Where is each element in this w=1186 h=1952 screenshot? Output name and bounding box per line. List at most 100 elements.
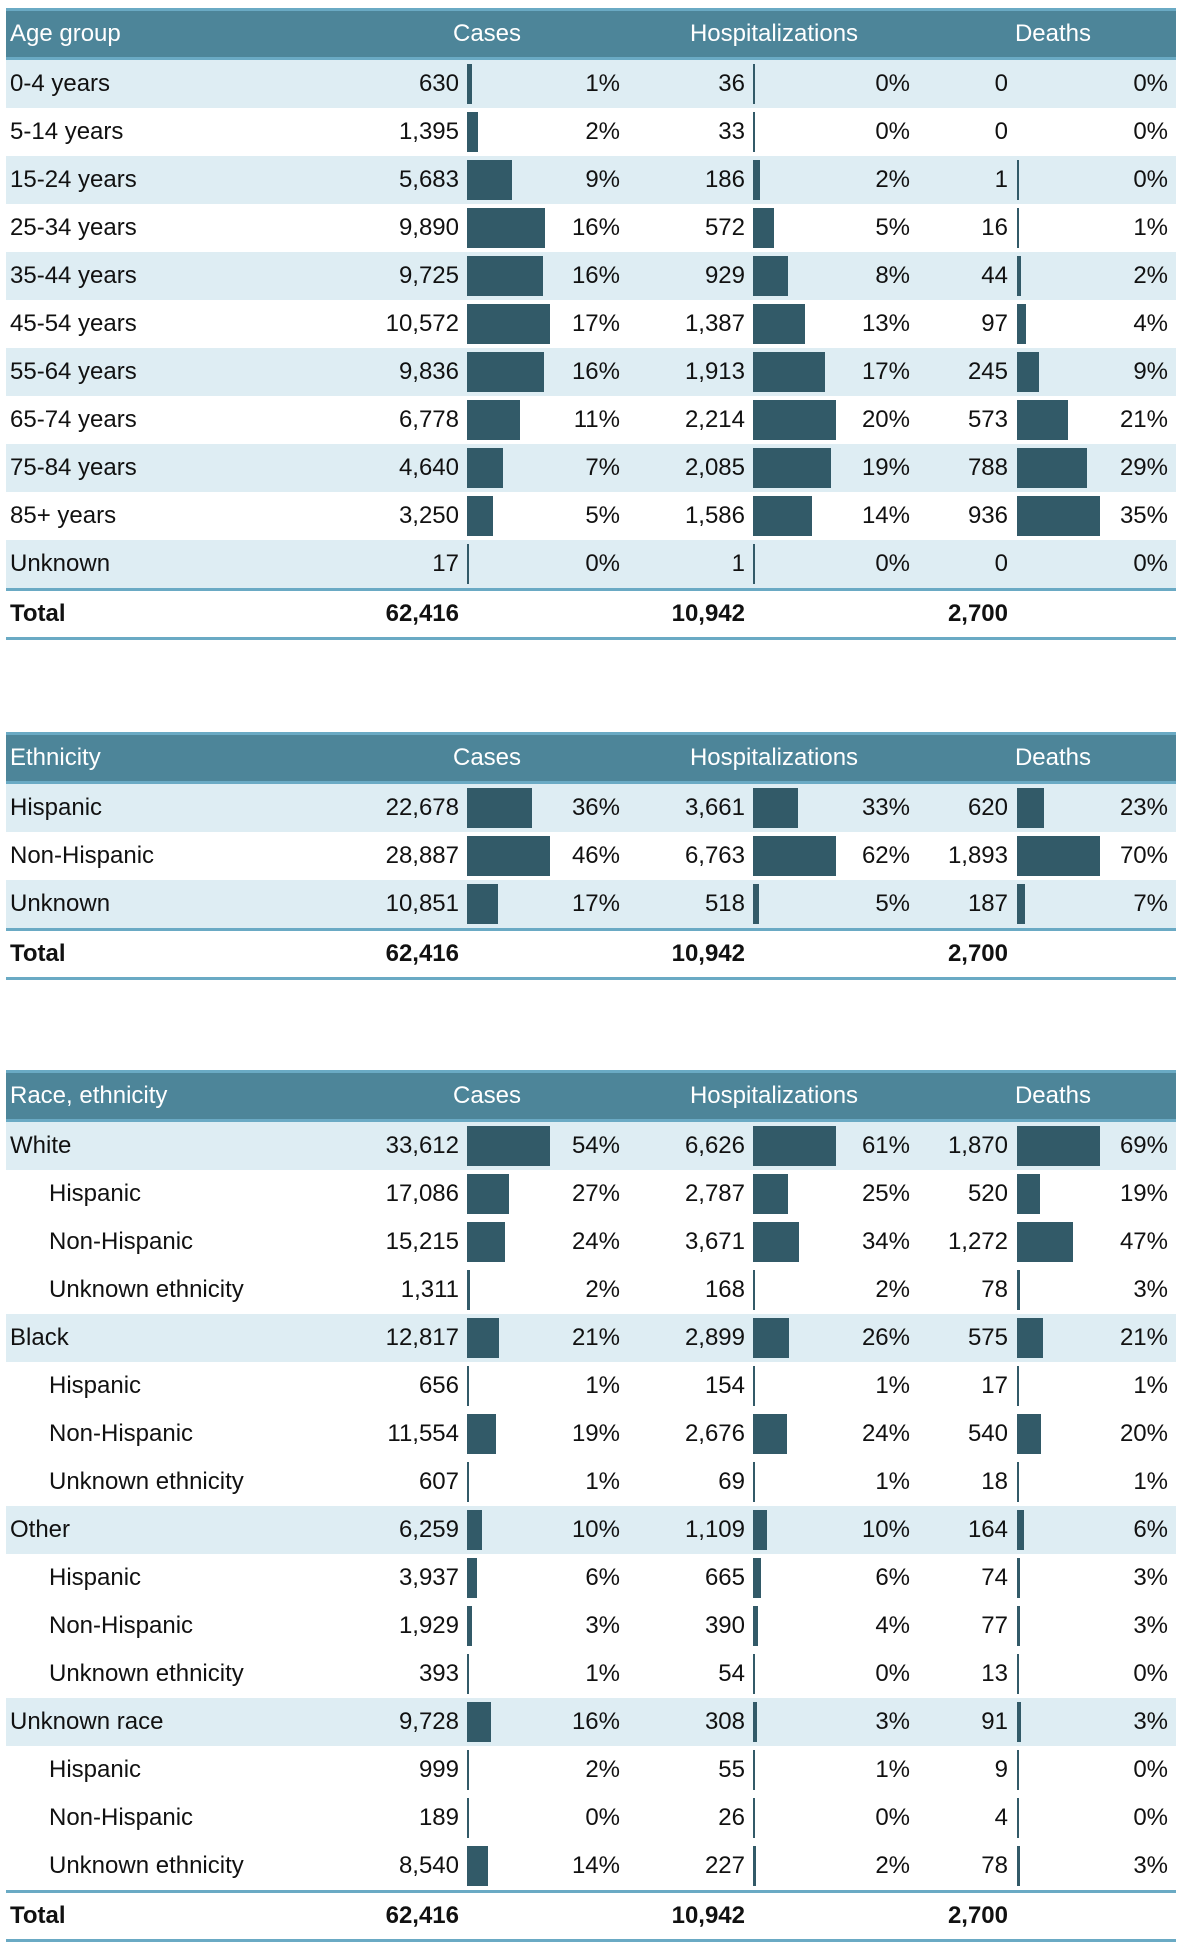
table-row: Other 6,259 10% 1,109 10% 164 6% xyxy=(6,1506,1176,1554)
deaths-value: 1,272 xyxy=(947,1228,1008,1255)
deaths-percent: 1% xyxy=(1133,1372,1168,1399)
cases-percent: 27% xyxy=(571,1180,620,1207)
cases-value: 9,890 xyxy=(398,214,459,241)
deaths-percent: 3% xyxy=(1133,1612,1168,1639)
deaths-value: 9 xyxy=(994,1756,1008,1783)
row-label: Hispanic xyxy=(10,794,103,821)
cases-bar xyxy=(467,112,478,152)
hospitalizations-value: 36 xyxy=(718,70,745,97)
row-label: Black xyxy=(10,1324,69,1351)
hospitalizations-value: 69 xyxy=(718,1468,745,1495)
deaths-bar xyxy=(1017,496,1100,536)
hospitalizations-value: 929 xyxy=(704,262,745,289)
cases-percent: 54% xyxy=(571,1132,620,1159)
hospitalizations-value: 55 xyxy=(718,1756,745,1783)
deaths-bar xyxy=(1017,448,1087,488)
total-deaths: 2,700 xyxy=(947,600,1008,627)
hospitalizations-bar xyxy=(753,1126,836,1166)
cases-value: 8,540 xyxy=(398,1852,459,1879)
cases-percent: 14% xyxy=(571,1852,620,1879)
deaths-bar xyxy=(1017,1654,1019,1694)
cases-value: 9,725 xyxy=(398,262,459,289)
hospitalizations-percent: 20% xyxy=(861,406,910,433)
table-row: 35-44 years 9,725 16% 929 8% 44 2% xyxy=(6,252,1176,300)
cases-percent: 2% xyxy=(585,1276,620,1303)
cases-bar xyxy=(467,1654,469,1694)
cases-value: 6,778 xyxy=(398,406,459,433)
cases-bar xyxy=(467,64,472,104)
deaths-value: 0 xyxy=(994,118,1008,145)
hospitalizations-bar xyxy=(753,1510,767,1550)
deaths-percent: 0% xyxy=(1133,118,1168,145)
hospitalizations-percent: 19% xyxy=(861,454,910,481)
table-row: Hispanic 999 2% 55 1% 9 0% xyxy=(6,1746,1176,1794)
cases-percent: 7% xyxy=(585,454,620,481)
cases-bar xyxy=(467,788,533,828)
deaths-percent: 2% xyxy=(1133,262,1168,289)
deaths-bar xyxy=(1017,836,1100,876)
hospitalizations-percent: 4% xyxy=(875,1612,910,1639)
row-label: 25-34 years xyxy=(10,214,137,241)
cases-bar xyxy=(467,1414,496,1454)
hospitalizations-value: 308 xyxy=(704,1708,745,1735)
deaths-value: 13 xyxy=(981,1660,1008,1687)
deaths-percent: 0% xyxy=(1133,166,1168,193)
deaths-bar xyxy=(1017,1270,1021,1310)
deaths-value: 1,893 xyxy=(947,842,1008,869)
hospitalizations-bar xyxy=(753,1798,755,1838)
table-row: Unknown ethnicity 1,311 2% 168 2% 78 3% xyxy=(6,1266,1176,1314)
hospitalizations-percent: 10% xyxy=(861,1516,910,1543)
table-row: 5-14 years 1,395 2% 33 0% 0 0% xyxy=(6,108,1176,156)
cases-value: 12,817 xyxy=(385,1324,459,1351)
deaths-percent: 47% xyxy=(1119,1228,1168,1255)
deaths-bar xyxy=(1017,788,1045,828)
hospitalizations-percent: 1% xyxy=(875,1372,910,1399)
deaths-value: 164 xyxy=(967,1516,1008,1543)
deaths-value: 575 xyxy=(967,1324,1008,1351)
cases-bar xyxy=(467,1462,469,1502)
row-label: Hispanic xyxy=(49,1372,142,1399)
hospitalizations-value: 665 xyxy=(704,1564,745,1591)
header-hospitalizations: Hospitalizations xyxy=(689,744,859,771)
hospitalizations-bar xyxy=(753,352,825,392)
hospitalizations-value: 33 xyxy=(718,118,745,145)
deaths-percent: 69% xyxy=(1119,1132,1168,1159)
header-deaths: Deaths xyxy=(1014,1082,1092,1109)
hospitalizations-percent: 24% xyxy=(861,1420,910,1447)
cases-bar xyxy=(467,208,545,248)
header-hospitalizations: Hospitalizations xyxy=(689,20,859,47)
cases-bar xyxy=(467,1126,550,1166)
cases-percent: 36% xyxy=(571,794,620,821)
deaths-bar xyxy=(1017,1510,1025,1550)
cases-bar xyxy=(467,160,512,200)
deaths-percent: 6% xyxy=(1133,1516,1168,1543)
cases-bar xyxy=(467,448,504,488)
deaths-value: 91 xyxy=(981,1708,1008,1735)
cases-percent: 1% xyxy=(585,70,620,97)
hospitalizations-bar xyxy=(753,1558,762,1598)
table-row: 45-54 years 10,572 17% 1,387 13% 97 4% xyxy=(6,300,1176,348)
hospitalizations-bar xyxy=(753,1654,755,1694)
deaths-value: 936 xyxy=(967,502,1008,529)
hospitalizations-bar xyxy=(753,1606,758,1646)
table-row: Unknown 17 0% 1 0% 0 0% xyxy=(6,540,1176,588)
row-label: Unknown ethnicity xyxy=(49,1276,244,1303)
row-label: 35-44 years xyxy=(10,262,137,289)
hospitalizations-value: 1,387 xyxy=(684,310,745,337)
row-label: 5-14 years xyxy=(10,118,124,145)
deaths-value: 573 xyxy=(967,406,1008,433)
hospitalizations-bar xyxy=(753,1462,755,1502)
deaths-bar xyxy=(1017,1606,1021,1646)
cases-percent: 0% xyxy=(585,550,620,577)
hospitalizations-percent: 1% xyxy=(875,1468,910,1495)
hospitalizations-value: 1,586 xyxy=(684,502,745,529)
hospitalizations-bar xyxy=(753,64,755,104)
deaths-value: 788 xyxy=(967,454,1008,481)
header-title: Race, ethnicity xyxy=(10,1082,168,1109)
hospitalizations-value: 54 xyxy=(718,1660,745,1687)
deaths-value: 0 xyxy=(994,550,1008,577)
hospitalizations-value: 2,214 xyxy=(684,406,745,433)
table-row: Unknown 10,851 17% 518 5% 187 7% xyxy=(6,880,1176,928)
deaths-bar xyxy=(1017,1462,1019,1502)
cases-value: 5,683 xyxy=(398,166,459,193)
